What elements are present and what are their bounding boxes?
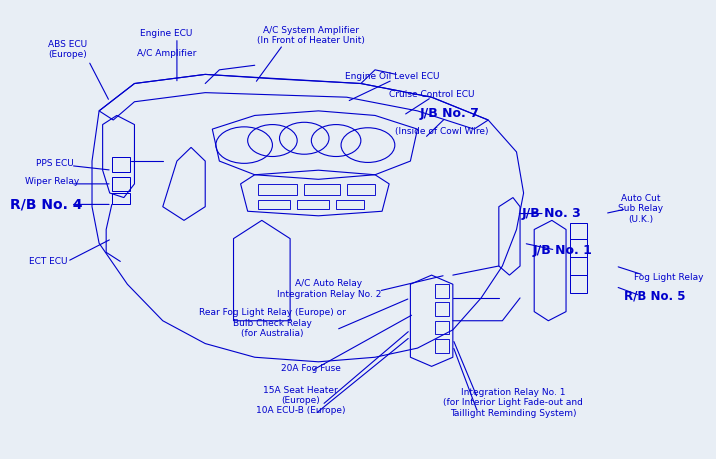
- Text: Auto Cut
Sub Relay
(U.K.): Auto Cut Sub Relay (U.K.): [618, 194, 663, 224]
- Text: Integration Relay No. 1
(for Interior Light Fade-out and
Taillight Reminding Sys: Integration Relay No. 1 (for Interior Li…: [443, 388, 583, 418]
- Text: Engine Oil Level ECU: Engine Oil Level ECU: [345, 72, 440, 81]
- Text: PPS ECU: PPS ECU: [37, 159, 74, 168]
- Text: ECT ECU: ECT ECU: [29, 257, 67, 266]
- Text: Wiper Relay: Wiper Relay: [24, 177, 79, 186]
- Bar: [258, 184, 297, 195]
- Text: 15A Seat Heater
(Europe)
10A ECU-B (Europe): 15A Seat Heater (Europe) 10A ECU-B (Euro…: [256, 386, 346, 415]
- Text: (Inside of Cowl Wire): (Inside of Cowl Wire): [395, 127, 489, 136]
- Text: J/B No. 7: J/B No. 7: [420, 106, 479, 120]
- Text: Rear Fog Light Relay (Europe) or
Bulb Check Relay
(for Australia): Rear Fog Light Relay (Europe) or Bulb Ch…: [199, 308, 346, 338]
- Bar: [112, 177, 130, 191]
- Bar: [258, 200, 290, 209]
- Text: A/C System Amplifier
(In Front of Heater Unit): A/C System Amplifier (In Front of Heater…: [258, 26, 365, 45]
- Bar: [336, 200, 364, 209]
- Bar: [569, 275, 587, 293]
- Bar: [435, 284, 450, 298]
- Text: A/C Auto Relay
Integration Relay No. 2: A/C Auto Relay Integration Relay No. 2: [277, 279, 381, 298]
- Bar: [304, 184, 339, 195]
- Text: Engine ECU: Engine ECU: [140, 29, 193, 38]
- Bar: [112, 157, 130, 173]
- Text: R/B No. 5: R/B No. 5: [624, 289, 685, 302]
- Bar: [569, 223, 587, 239]
- Bar: [435, 321, 450, 335]
- Bar: [297, 200, 329, 209]
- Text: 20A Fog Fuse: 20A Fog Fuse: [281, 364, 342, 373]
- Text: J/B No. 3: J/B No. 3: [522, 207, 582, 220]
- Text: R/B No. 4: R/B No. 4: [10, 197, 82, 212]
- Text: Cruise Control ECU: Cruise Control ECU: [389, 90, 475, 100]
- Bar: [569, 257, 587, 275]
- Text: ABS ECU
(Europe): ABS ECU (Europe): [48, 39, 87, 59]
- Bar: [112, 193, 130, 204]
- Bar: [569, 239, 587, 257]
- Text: J/B No. 1: J/B No. 1: [533, 244, 592, 257]
- Bar: [435, 302, 450, 316]
- Bar: [347, 184, 375, 195]
- Bar: [435, 339, 450, 353]
- Text: Fog Light Relay: Fog Light Relay: [634, 273, 703, 282]
- Text: A/C Amplifier: A/C Amplifier: [137, 50, 196, 58]
